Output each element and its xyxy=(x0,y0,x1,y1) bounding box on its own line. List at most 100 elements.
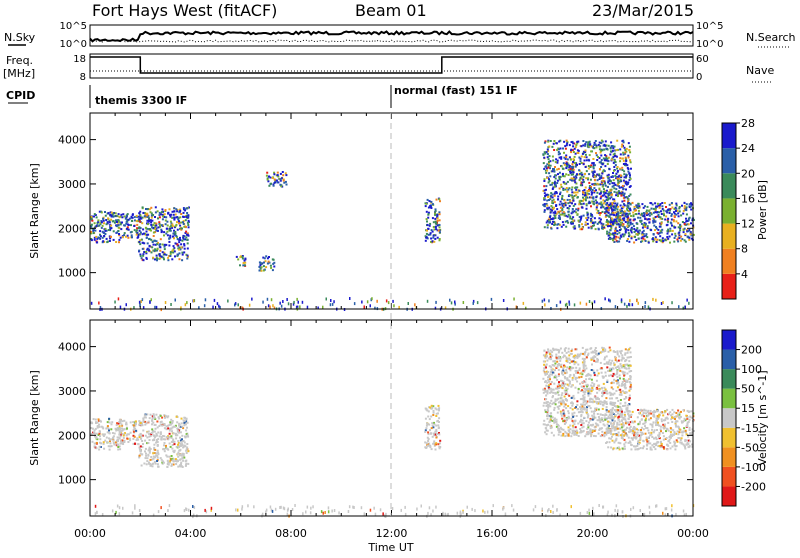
scatter-point xyxy=(568,426,570,428)
scatter-point xyxy=(170,253,172,255)
scatter-point xyxy=(174,426,176,428)
scatter-point xyxy=(577,355,579,357)
scatter-point xyxy=(622,448,624,450)
scatter-point xyxy=(251,298,253,301)
scatter-point xyxy=(583,426,585,428)
scatter-point xyxy=(280,173,282,175)
scatter-point xyxy=(144,450,146,452)
scatter-point xyxy=(594,300,596,303)
scatter-point xyxy=(618,232,620,234)
scatter-point xyxy=(558,394,560,396)
scatter-point xyxy=(625,429,627,431)
scatter-point xyxy=(610,362,612,364)
scatter-point xyxy=(169,235,171,237)
scatter-point xyxy=(159,224,161,226)
scatter-point xyxy=(571,191,573,193)
scatter-point xyxy=(548,161,550,163)
scatter-point xyxy=(167,259,169,261)
scatter-point xyxy=(630,222,632,224)
scatter-point xyxy=(643,235,645,237)
scatter-point xyxy=(577,408,579,410)
scatter-point xyxy=(179,424,181,426)
scatter-point xyxy=(281,305,283,308)
scatter-point xyxy=(558,381,560,383)
scatter-point xyxy=(186,239,188,241)
scatter-point xyxy=(139,211,141,213)
scatter-point xyxy=(681,437,683,439)
scatter-point xyxy=(155,452,157,454)
scatter-point xyxy=(591,194,593,196)
scatter-point xyxy=(624,364,626,366)
scatter-point xyxy=(616,397,618,399)
scatter-point xyxy=(164,417,166,419)
scatter-point xyxy=(684,446,686,448)
scatter-point xyxy=(142,430,144,432)
scatter-point xyxy=(632,223,634,225)
scatter-point xyxy=(565,304,567,307)
scatter-point xyxy=(577,196,579,198)
scatter-point xyxy=(118,297,120,300)
nsearch-tick-top: 10^5 xyxy=(696,21,723,32)
scatter-point xyxy=(145,448,147,450)
scatter-point xyxy=(589,154,591,156)
scatter-point xyxy=(582,191,584,193)
scatter-point xyxy=(567,384,569,386)
scatter-point xyxy=(685,218,687,220)
scatter-point xyxy=(569,156,571,158)
scatter-point xyxy=(607,158,609,160)
scatter-point xyxy=(182,458,184,460)
scatter-point xyxy=(624,152,626,154)
scatter-point xyxy=(574,357,576,359)
scatter-point xyxy=(623,188,625,190)
scatter-point xyxy=(561,226,563,228)
scatter-point xyxy=(629,299,631,302)
colorbar-segment xyxy=(722,173,736,198)
scatter-point xyxy=(164,442,166,444)
scatter-point xyxy=(543,197,545,199)
scatter-point xyxy=(581,386,583,388)
scatter-point xyxy=(170,214,172,216)
scatter-point xyxy=(625,160,627,162)
scatter-point xyxy=(629,219,631,221)
scatter-point xyxy=(551,374,553,376)
scatter-point xyxy=(151,227,153,229)
scatter-point xyxy=(282,171,284,173)
scatter-point xyxy=(582,358,584,360)
scatter-point xyxy=(550,419,552,421)
scatter-point xyxy=(263,265,265,267)
scatter-point xyxy=(102,240,104,242)
scatter-point xyxy=(678,305,680,308)
scatter-point xyxy=(625,231,627,233)
scatter-point xyxy=(571,202,573,204)
scatter-point xyxy=(90,427,92,429)
scatter-point xyxy=(157,450,159,452)
scatter-point xyxy=(617,419,619,421)
scatter-point xyxy=(553,389,555,391)
scatter-point xyxy=(261,266,263,268)
scatter-point xyxy=(570,151,572,153)
scatter-point xyxy=(159,255,161,257)
cpid-segment-1: themis 3300 IF xyxy=(95,94,187,107)
scatter-point xyxy=(549,420,551,422)
scatter-point xyxy=(414,303,416,306)
scatter-point xyxy=(152,214,154,216)
scatter-point xyxy=(620,153,622,155)
scatter-point xyxy=(429,407,431,409)
scatter-point xyxy=(108,430,110,432)
scatter-point xyxy=(614,209,616,211)
scatter-point xyxy=(282,174,284,176)
scatter-point xyxy=(435,425,437,427)
scatter-point xyxy=(597,156,599,158)
scatter-point xyxy=(135,231,137,233)
scatter-point xyxy=(596,183,598,185)
scatter-point xyxy=(109,221,111,223)
scatter-point xyxy=(583,430,585,432)
scatter-point xyxy=(136,439,138,441)
scatter-point xyxy=(585,199,587,201)
scatter-point xyxy=(175,460,177,462)
scatter-point xyxy=(547,167,549,169)
scatter-point xyxy=(130,224,132,226)
scatter-point xyxy=(624,411,626,413)
scatter-point xyxy=(659,235,661,237)
scatter-point xyxy=(581,389,583,391)
